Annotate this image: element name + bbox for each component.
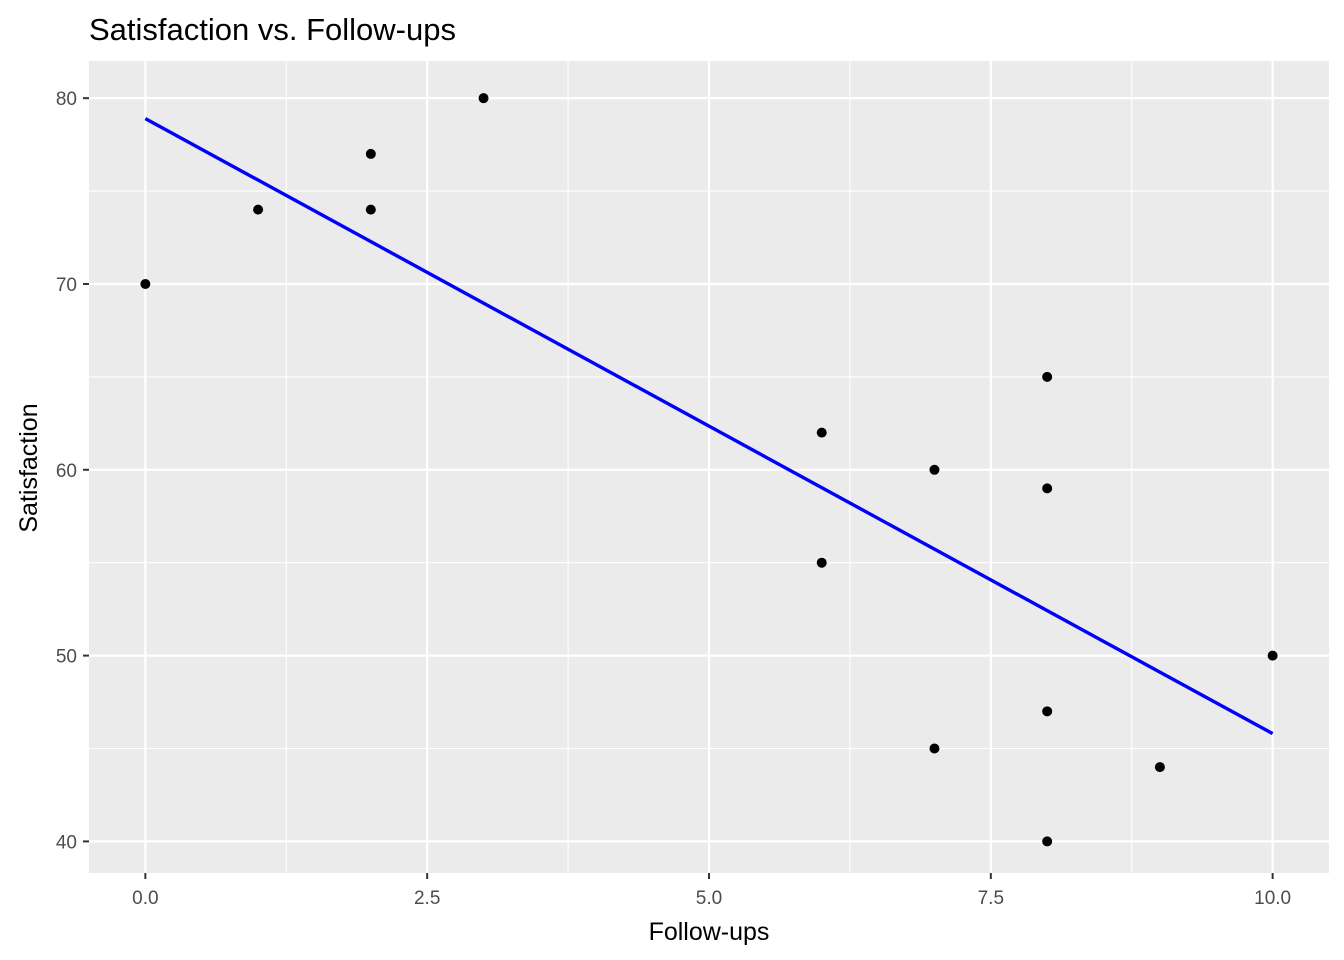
data-point-1	[253, 204, 264, 215]
y-axis-title: Satisfaction	[15, 403, 43, 532]
data-point-2	[365, 148, 376, 159]
data-point-10	[1042, 483, 1053, 494]
data-point-3	[365, 204, 376, 215]
data-point-6	[816, 557, 827, 568]
chart-title: Satisfaction vs. Follow-ups	[89, 12, 456, 47]
y-tick-label-4: 80	[56, 89, 77, 110]
y-tick-label-2: 60	[56, 461, 77, 482]
x-tick-label-0: 0.0	[132, 888, 158, 909]
x-tick-label-4: 10.0	[1254, 888, 1291, 909]
data-point-5	[816, 427, 827, 438]
trend-line	[144, 117, 1274, 736]
data-point-0	[140, 278, 151, 289]
data-point-7	[929, 464, 940, 475]
x-tick-label-3: 7.5	[978, 888, 1004, 909]
y-tick-label-1: 50	[56, 647, 77, 668]
data-point-13	[1154, 762, 1165, 773]
y-tick-label-3: 70	[56, 275, 77, 296]
trend-line-layer	[144, 117, 1274, 736]
x-tick-label-1: 2.5	[414, 888, 440, 909]
data-points	[140, 93, 1278, 847]
data-point-12	[1042, 836, 1053, 847]
data-point-14	[1267, 650, 1278, 661]
data-point-11	[1042, 706, 1053, 717]
data-point-8	[929, 743, 940, 754]
data-point-9	[1042, 371, 1053, 382]
x-axis-ticks: 0.0 2.5 5.0 7.5 10.0	[132, 873, 1291, 909]
y-tick-label-0: 40	[56, 832, 77, 853]
major-gridlines	[89, 61, 1329, 873]
x-axis-title: Follow-ups	[649, 918, 770, 946]
y-axis-ticks: 40 50 60 70 80	[56, 89, 89, 853]
data-point-4	[478, 93, 489, 104]
x-tick-label-2: 5.0	[696, 888, 722, 909]
